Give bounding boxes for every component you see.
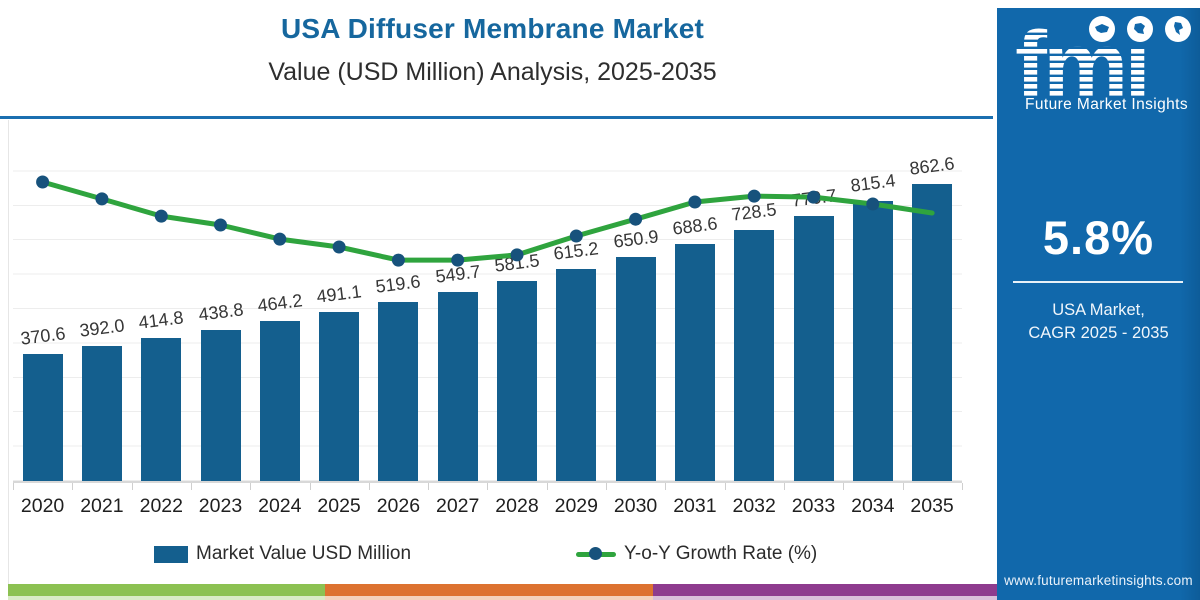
x-axis-label-2029: 2029 xyxy=(554,495,598,517)
footer-stripe-purple-segment xyxy=(653,584,997,596)
cagr-value: 5.8% xyxy=(1042,211,1155,264)
x-axis-label-2026: 2026 xyxy=(376,495,421,517)
bar-2028 xyxy=(497,281,537,481)
growth-marker-2030 xyxy=(629,212,643,226)
growth-marker-2031 xyxy=(688,195,702,209)
footer-stripe-green-segment xyxy=(8,584,325,596)
bar-2022 xyxy=(141,338,182,481)
cagr-label-line1: USA Market, xyxy=(1052,301,1145,319)
website-url: www.futuremarketinsights.com xyxy=(1004,573,1193,588)
x-axis-label-2025: 2025 xyxy=(317,495,361,517)
axis-tick xyxy=(131,483,133,490)
cagr-label-line2: CAGR 2025 - 2035 xyxy=(1028,324,1169,342)
axis-tick xyxy=(961,483,963,490)
x-axis-label-2024: 2024 xyxy=(258,495,302,517)
growth-marker-2034 xyxy=(866,197,880,211)
axis-tick xyxy=(190,483,192,490)
bar-2027 xyxy=(437,291,478,481)
title-divider xyxy=(0,116,993,119)
card-border xyxy=(8,120,9,584)
legend-line-label: Y-o-Y Growth Rate (%) xyxy=(624,543,818,564)
bar-2034 xyxy=(852,200,893,481)
bar-2031 xyxy=(674,244,715,481)
chart-plot: 370.6 2020 392.0 2021 414.8 2022 438.8 2023 464.… xyxy=(13,139,963,517)
growth-marker-2027 xyxy=(451,253,465,267)
growth-marker-2029 xyxy=(569,229,583,243)
page-title: USA Diffuser Membrane Market xyxy=(280,13,705,44)
x-axis-label-2031: 2031 xyxy=(673,495,717,517)
growth-marker-2032 xyxy=(747,189,761,203)
footer-stripe-orange-segment xyxy=(325,584,653,596)
world-map-icon xyxy=(1127,16,1153,42)
bar-2020 xyxy=(22,353,63,481)
legend-item-market-value: Market Value USD Million xyxy=(154,543,411,565)
footer-stripe-pale-orange-segment xyxy=(325,596,653,600)
bar-2029 xyxy=(556,269,597,481)
axis-tick xyxy=(843,483,845,490)
axis-tick xyxy=(309,483,311,490)
axis-tick xyxy=(902,483,904,490)
x-axis-label-2023: 2023 xyxy=(198,495,243,517)
growth-marker-2023 xyxy=(214,218,227,232)
bar-2030 xyxy=(615,257,656,481)
x-axis-label-2020: 2020 xyxy=(20,495,65,517)
growth-marker-2028 xyxy=(510,248,524,262)
usa-map-icon xyxy=(1089,16,1115,42)
line-swatch-icon xyxy=(576,545,616,563)
bar-2033 xyxy=(793,215,834,481)
cagr-divider xyxy=(1013,281,1183,283)
americas-map-icon xyxy=(1165,16,1191,42)
growth-marker-2022 xyxy=(154,209,168,223)
axis-tick xyxy=(724,483,726,490)
axis-tick xyxy=(546,483,548,490)
x-axis-label-2022: 2022 xyxy=(139,495,183,517)
legend-item-growth-rate: Y-o-Y Growth Rate (%) xyxy=(576,543,817,565)
logo-subtext: Future Market Insights xyxy=(1025,96,1188,113)
x-axis-label-2033: 2033 xyxy=(791,495,836,517)
growth-marker-2021 xyxy=(95,192,109,206)
axis-tick xyxy=(487,483,489,490)
x-axis-label-2034: 2034 xyxy=(851,495,895,517)
bar-2021 xyxy=(81,346,122,481)
growth-line xyxy=(36,175,935,267)
footer-stripe-pale-green-segment xyxy=(8,596,325,600)
x-axis-label-2035: 2035 xyxy=(910,495,954,517)
cagr-label: USA Market, CAGR 2025 - 2035 xyxy=(997,299,1200,345)
legend-bar-label: Market Value USD Million xyxy=(196,543,412,564)
bar-2035 xyxy=(912,184,953,481)
growth-marker-2025 xyxy=(332,240,346,254)
x-axis-label-2027: 2027 xyxy=(435,495,480,517)
growth-marker-2026 xyxy=(391,253,405,267)
page-subtitle: Value (USD Million) Analysis, 2025-2035 xyxy=(268,58,717,86)
axis-tick xyxy=(368,483,370,490)
growth-marker-2033 xyxy=(807,190,820,204)
bar-2025 xyxy=(319,312,360,481)
growth-marker-2024 xyxy=(273,232,287,246)
x-axis-label-2028: 2028 xyxy=(495,495,539,517)
brand-sidebar: fmi Future Market Insights 5.8% USA Mark… xyxy=(997,8,1200,600)
bar-2024 xyxy=(259,321,300,481)
growth-marker-2020 xyxy=(36,175,50,189)
axis-tick xyxy=(606,483,607,490)
x-axis-label-2021: 2021 xyxy=(80,495,124,517)
bar-2026 xyxy=(378,302,419,481)
axis-tick xyxy=(72,483,74,490)
axis-tick xyxy=(428,483,430,490)
bar-2023 xyxy=(200,330,241,481)
footer-stripe-pale-purple-segment xyxy=(653,596,997,600)
axis-tick xyxy=(250,483,252,490)
axis-tick xyxy=(783,483,785,490)
x-axis-label-2030: 2030 xyxy=(613,495,658,517)
axis-tick xyxy=(665,483,667,490)
axis-tick xyxy=(13,483,14,490)
x-axis-label-2032: 2032 xyxy=(732,495,776,517)
bar-2032 xyxy=(734,230,775,481)
bar-swatch-icon xyxy=(154,545,188,563)
